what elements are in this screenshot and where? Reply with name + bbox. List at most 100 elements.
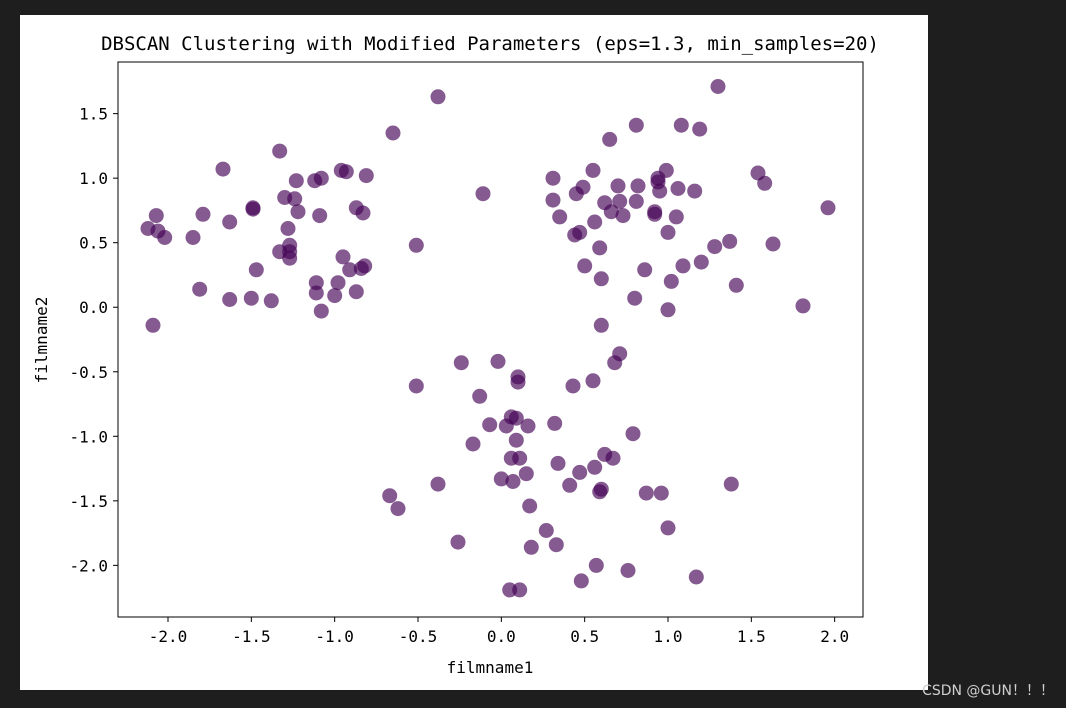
data-point-97 — [430, 476, 446, 492]
data-point-82 — [673, 117, 689, 133]
data-point-63 — [610, 178, 626, 194]
data-point-47 — [475, 186, 491, 202]
data-point-130 — [588, 557, 604, 573]
data-point-46 — [430, 89, 446, 105]
data-point-83 — [675, 258, 691, 274]
data-point-124 — [562, 477, 578, 493]
data-point-9 — [222, 214, 238, 230]
data-points — [140, 79, 836, 598]
data-point-29 — [312, 208, 328, 224]
data-point-81 — [670, 181, 686, 196]
x-tick-label: 0.5 — [570, 627, 599, 646]
y-tick-label: -1.5 — [69, 492, 108, 511]
data-point-76 — [658, 162, 674, 178]
data-point-68 — [628, 193, 644, 209]
data-point-87 — [707, 239, 723, 255]
data-point-75 — [652, 183, 668, 199]
data-point-2 — [148, 208, 164, 224]
data-point-14 — [248, 262, 264, 278]
data-point-55 — [577, 258, 593, 274]
data-point-132 — [593, 481, 609, 497]
data-point-53 — [572, 224, 588, 240]
data-point-86 — [693, 254, 709, 270]
data-point-141 — [653, 485, 669, 501]
data-point-70 — [637, 262, 653, 278]
data-point-58 — [592, 240, 608, 256]
data-point-114 — [512, 450, 528, 466]
y-axis-label: filmname2 — [32, 297, 51, 384]
data-point-13 — [245, 200, 261, 216]
data-point-59 — [593, 271, 609, 287]
data-point-137 — [612, 346, 628, 362]
data-point-89 — [722, 233, 738, 249]
y-tick-label: 1.0 — [79, 169, 108, 188]
data-point-92 — [757, 175, 773, 191]
scatter-chart: DBSCAN Clustering with Modified Paramete… — [32, 33, 879, 677]
data-point-72 — [647, 206, 663, 222]
data-point-11 — [243, 290, 259, 306]
x-axis-ticks: -2.0 -1.5 -1.0 -0.5 0.0 0.5 1.0 1.5 2.0 — [149, 617, 849, 646]
y-tick-label: -0.5 — [69, 363, 108, 382]
y-axis-ticks: -2.0 -1.5 -1.0 -0.5 0.0 0.5 1.0 1.5 — [69, 105, 118, 575]
data-point-109 — [505, 474, 521, 489]
data-point-79 — [663, 273, 679, 289]
x-tick-label: 0.0 — [487, 627, 516, 646]
data-point-117 — [520, 418, 536, 434]
data-point-61 — [602, 131, 618, 147]
data-point-5 — [185, 230, 201, 245]
data-point-102 — [482, 417, 498, 433]
data-point-8 — [215, 161, 231, 177]
data-point-128 — [585, 373, 601, 389]
data-point-115 — [512, 582, 528, 598]
data-point-78 — [660, 302, 676, 318]
data-point-116 — [518, 466, 534, 482]
chart-title: DBSCAN Clustering with Modified Paramete… — [101, 33, 879, 55]
data-point-140 — [638, 485, 654, 501]
data-point-42 — [357, 258, 373, 274]
data-point-146 — [390, 501, 406, 517]
data-point-28 — [308, 285, 324, 301]
data-point-135 — [605, 450, 621, 466]
data-point-33 — [330, 275, 346, 291]
data-point-144 — [723, 476, 739, 492]
data-point-88 — [710, 79, 726, 94]
data-point-32 — [327, 288, 343, 304]
data-point-24 — [288, 173, 304, 189]
data-point-80 — [668, 209, 684, 225]
x-tick-label: -1.5 — [232, 627, 271, 646]
y-tick-label: -1.0 — [69, 427, 108, 446]
data-point-62 — [603, 204, 619, 220]
data-point-64 — [612, 193, 628, 209]
data-point-25 — [290, 204, 306, 220]
data-point-30 — [313, 170, 329, 186]
x-tick-label: -2.0 — [149, 627, 188, 646]
y-tick-label: -2.0 — [69, 556, 108, 575]
data-point-15 — [263, 293, 279, 309]
x-tick-label: -0.5 — [399, 627, 438, 646]
data-point-38 — [348, 284, 364, 300]
data-point-23 — [287, 191, 303, 207]
data-point-143 — [688, 569, 704, 585]
data-point-138 — [620, 563, 636, 578]
data-point-35 — [335, 249, 351, 265]
x-axis-label: filmname1 — [447, 658, 534, 677]
data-point-101 — [472, 388, 488, 404]
data-point-122 — [548, 537, 564, 553]
x-tick-label: 1.5 — [737, 627, 766, 646]
data-point-44 — [385, 125, 401, 141]
data-point-113 — [510, 374, 526, 390]
data-point-67 — [628, 117, 644, 133]
data-point-142 — [660, 520, 676, 536]
data-point-120 — [538, 523, 554, 538]
x-tick-label: 1.0 — [654, 627, 683, 646]
data-point-126 — [572, 464, 588, 480]
data-point-36 — [338, 164, 354, 180]
data-point-43 — [358, 168, 374, 184]
data-point-77 — [660, 224, 676, 240]
data-point-16 — [272, 143, 288, 159]
data-point-99 — [453, 355, 469, 371]
data-point-45 — [408, 237, 424, 253]
data-point-121 — [547, 415, 563, 431]
data-point-50 — [552, 209, 568, 225]
data-point-85 — [692, 121, 708, 137]
